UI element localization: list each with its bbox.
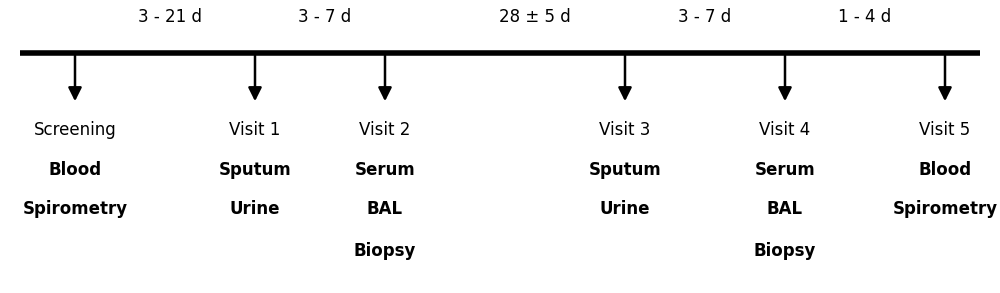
Text: Urine: Urine <box>600 200 650 219</box>
Text: Spirometry: Spirometry <box>22 200 128 219</box>
Text: Blood: Blood <box>918 161 972 179</box>
Text: Blood: Blood <box>48 161 102 179</box>
Text: Urine: Urine <box>230 200 280 219</box>
Text: 3 - 7 d: 3 - 7 d <box>678 8 732 26</box>
Text: Biopsy: Biopsy <box>754 241 816 260</box>
Text: 3 - 21 d: 3 - 21 d <box>138 8 202 26</box>
Text: Spirometry: Spirometry <box>892 200 998 219</box>
Text: Serum: Serum <box>755 161 815 179</box>
Text: Visit 4: Visit 4 <box>759 121 811 139</box>
Text: Sputum: Sputum <box>589 161 661 179</box>
Text: Serum: Serum <box>355 161 415 179</box>
Text: Visit 3: Visit 3 <box>599 121 651 139</box>
Text: Visit 2: Visit 2 <box>359 121 411 139</box>
Text: Visit 5: Visit 5 <box>919 121 971 139</box>
Text: 3 - 7 d: 3 - 7 d <box>298 8 352 26</box>
Text: BAL: BAL <box>767 200 803 219</box>
Text: Screening: Screening <box>34 121 116 139</box>
Text: Sputum: Sputum <box>219 161 291 179</box>
Text: Biopsy: Biopsy <box>354 241 416 260</box>
Text: Visit 1: Visit 1 <box>229 121 281 139</box>
Text: BAL: BAL <box>367 200 403 219</box>
Text: 28 ± 5 d: 28 ± 5 d <box>499 8 571 26</box>
Text: 1 - 4 d: 1 - 4 d <box>838 8 892 26</box>
